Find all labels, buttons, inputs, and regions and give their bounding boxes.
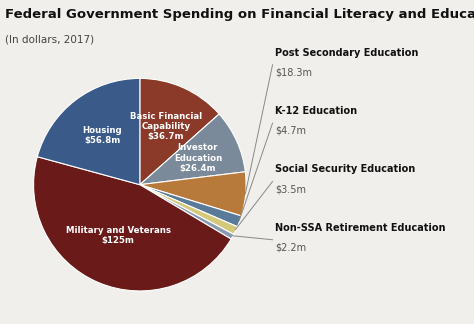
Wedge shape (37, 78, 140, 185)
Text: Social Security Education: Social Security Education (275, 164, 415, 174)
Wedge shape (34, 157, 231, 291)
Wedge shape (140, 185, 237, 234)
Text: $4.7m: $4.7m (275, 126, 306, 136)
Text: $3.5m: $3.5m (275, 184, 306, 194)
Wedge shape (140, 172, 246, 216)
Text: Non-SSA Retirement Education: Non-SSA Retirement Education (275, 223, 446, 233)
Text: K-12 Education: K-12 Education (275, 106, 357, 116)
Wedge shape (140, 114, 246, 185)
Text: (In dollars, 2017): (In dollars, 2017) (5, 34, 94, 44)
Text: Investor
Education
$26.4m: Investor Education $26.4m (174, 144, 222, 173)
Text: Basic Financial
Capability
$36.7m: Basic Financial Capability $36.7m (130, 111, 202, 141)
Text: $2.2m: $2.2m (275, 242, 306, 252)
Wedge shape (140, 185, 234, 239)
Wedge shape (140, 185, 241, 227)
Text: Post Secondary Education: Post Secondary Education (275, 48, 418, 58)
Wedge shape (140, 78, 219, 185)
Text: Housing
$56.8m: Housing $56.8m (82, 126, 122, 145)
Text: Military and Veterans
$125m: Military and Veterans $125m (66, 226, 171, 245)
Text: Federal Government Spending on Financial Literacy and Education: Federal Government Spending on Financial… (5, 8, 474, 21)
Text: $18.3m: $18.3m (275, 67, 312, 77)
